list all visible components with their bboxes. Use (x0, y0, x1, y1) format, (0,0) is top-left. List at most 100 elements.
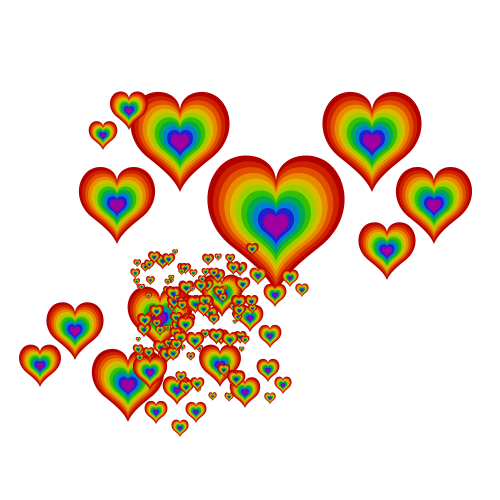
heart-mini (198, 294, 212, 309)
heart-ring (251, 307, 254, 310)
heart-ring (234, 321, 236, 323)
heart-mini (164, 278, 172, 286)
heart-ring (154, 310, 159, 314)
heart-mini (232, 304, 247, 318)
heart-ring (263, 213, 289, 240)
heart-mini (195, 345, 204, 353)
heart-ring (171, 352, 175, 356)
heart-ring (193, 302, 198, 308)
heart-mini (130, 268, 141, 279)
heart-ring (267, 334, 273, 339)
heart-mini (190, 377, 205, 392)
heart-ring (228, 257, 232, 261)
heart-top-left (130, 91, 230, 192)
heart-mini (245, 243, 259, 256)
heart-ring (192, 339, 198, 344)
heart-ring (184, 267, 187, 271)
heart-ring (362, 134, 382, 153)
heart-ring (288, 276, 292, 281)
heart-mini (135, 336, 141, 343)
heart-ring (183, 323, 188, 328)
heart-mini (231, 294, 247, 311)
heart-ring (228, 396, 231, 399)
heart-mini (155, 325, 165, 336)
heart-mini (201, 267, 210, 277)
heart-ring (204, 332, 207, 336)
heart-mini (221, 331, 239, 349)
heart-ring (178, 337, 183, 341)
heart-ring (247, 316, 253, 322)
heart-right-small (358, 222, 416, 280)
heart-mini (133, 278, 141, 286)
heart-ring (167, 281, 169, 283)
heart-ring (221, 296, 225, 300)
heart-mini (198, 275, 207, 284)
heart-ring (100, 133, 106, 139)
heart-ring (181, 304, 184, 307)
heart-mini (196, 302, 211, 317)
heart-mini (232, 319, 238, 325)
heart-mini (200, 329, 210, 339)
heart-ring (155, 322, 159, 325)
heart-mini (148, 251, 161, 264)
heart-mini (217, 363, 231, 377)
heart-ring (184, 385, 188, 390)
heart-mini (145, 292, 153, 300)
heart-cluster-f (258, 324, 282, 348)
heart-ring (184, 286, 189, 291)
heart-large-center (207, 155, 345, 294)
heart-mini (166, 346, 181, 361)
heart-mini (132, 344, 144, 356)
heart-mini (208, 267, 220, 279)
heart-mini (136, 322, 152, 338)
heart-cluster-d (256, 358, 280, 382)
heart-mini (138, 283, 145, 291)
heart-mini (185, 331, 205, 351)
heart-ring (179, 375, 183, 379)
heart-mini (224, 392, 234, 402)
heart-cluster-i (281, 269, 299, 287)
heart-mini (226, 261, 241, 275)
heart-ring (427, 199, 441, 214)
heart-ring (202, 308, 206, 312)
heart-left (78, 167, 156, 244)
heart-ring (159, 346, 163, 351)
heart-right (395, 167, 473, 244)
heart-ring (194, 410, 198, 415)
heart-mini (164, 324, 172, 332)
heart-mini (227, 370, 246, 389)
heart-mini (202, 253, 215, 266)
heart-ring (204, 271, 207, 274)
heart-cluster-o (171, 419, 189, 437)
heart-ring (211, 395, 214, 398)
heart-ring (158, 329, 162, 332)
heart-ring (180, 270, 183, 273)
heart-ring (215, 274, 220, 279)
heart-mini (172, 249, 179, 256)
heart-cluster-k (295, 283, 309, 297)
heart-ring (142, 319, 147, 323)
heart-mini (240, 335, 250, 345)
heart-ring (203, 300, 207, 304)
heart-mini (149, 304, 164, 320)
heart-ring (300, 289, 304, 292)
heart-ring (192, 272, 195, 275)
heart-ring (231, 266, 236, 270)
heart-ring (236, 316, 239, 319)
heart-ring (153, 410, 159, 415)
heart-ring (147, 263, 151, 267)
heart-mini (247, 304, 258, 314)
heart-mini (145, 276, 155, 286)
heart-ring (181, 347, 184, 349)
heart-mini (208, 392, 217, 401)
heart-ring (218, 290, 222, 295)
heart-ring (140, 286, 143, 289)
heart-tiny-top-2 (88, 121, 118, 150)
heart-ring (191, 288, 194, 290)
heart-ring (240, 283, 245, 287)
heart-mini (186, 352, 196, 361)
heart-mini (176, 316, 195, 335)
heart-mini (179, 263, 192, 275)
